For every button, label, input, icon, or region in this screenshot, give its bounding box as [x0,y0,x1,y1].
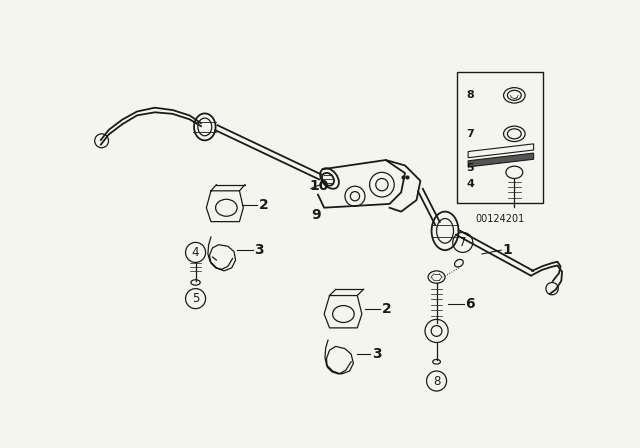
Polygon shape [468,153,534,167]
Text: 7: 7 [467,129,474,139]
Text: 6: 6 [465,297,475,311]
Text: 4: 4 [467,179,474,189]
Text: 7: 7 [459,236,467,249]
Text: 1: 1 [503,243,513,257]
Text: 8: 8 [467,90,474,100]
Text: 10: 10 [310,179,329,193]
Text: 5: 5 [467,164,474,173]
Text: 3: 3 [254,243,264,257]
Text: 2: 2 [382,302,392,316]
Text: 2: 2 [259,198,268,212]
Text: 00124201: 00124201 [475,214,524,224]
Bar [456,72,543,203]
Text: 3: 3 [372,347,381,361]
Text: 9: 9 [311,208,321,223]
Text: 5: 5 [192,292,199,305]
Text: 4: 4 [192,246,199,259]
Text: 8: 8 [433,375,440,388]
